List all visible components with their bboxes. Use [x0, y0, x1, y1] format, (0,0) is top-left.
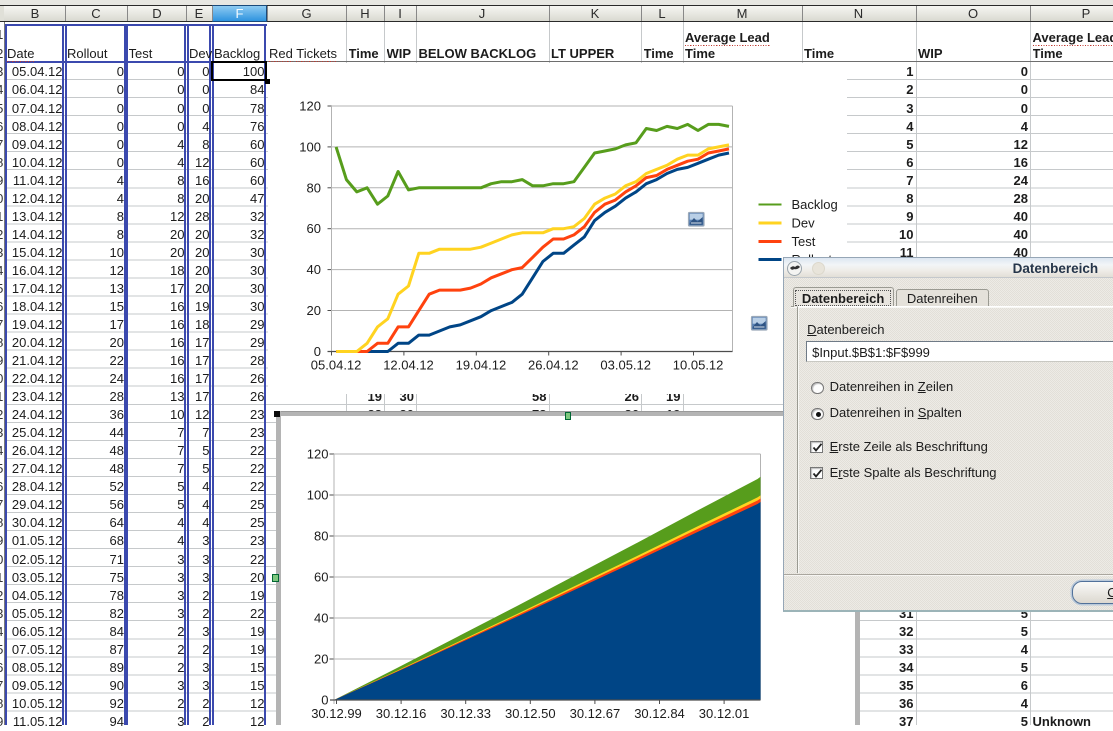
svg-text:30.12.50: 30.12.50 [504, 706, 555, 721]
svg-text:20: 20 [314, 651, 328, 666]
svg-text:100: 100 [306, 487, 328, 502]
svg-text:30.12.84: 30.12.84 [634, 706, 685, 721]
svg-text:40: 40 [306, 262, 320, 277]
svg-text:30.12.01: 30.12.01 [698, 706, 749, 721]
svg-text:120: 120 [306, 446, 328, 461]
svg-text:Backlog: Backlog [791, 197, 837, 212]
svg-text:Dev: Dev [791, 215, 815, 230]
svg-text:0: 0 [313, 344, 320, 359]
svg-text:30.12.99: 30.12.99 [311, 706, 362, 721]
svg-text:100: 100 [299, 139, 321, 154]
svg-text:30.12.16: 30.12.16 [375, 706, 426, 721]
svg-text:30.12.33: 30.12.33 [440, 706, 491, 721]
svg-text:60: 60 [314, 569, 328, 584]
svg-text:26.04.12: 26.04.12 [527, 357, 578, 372]
svg-text:30.12.67: 30.12.67 [569, 706, 620, 721]
svg-text:05.04.12: 05.04.12 [310, 357, 361, 372]
svg-text:80: 80 [314, 528, 328, 543]
svg-text:Test: Test [791, 234, 815, 249]
svg-text:20: 20 [306, 303, 320, 318]
svg-text:120: 120 [299, 98, 321, 113]
svg-text:80: 80 [306, 180, 320, 195]
svg-text:60: 60 [306, 221, 320, 236]
svg-text:0: 0 [321, 692, 328, 707]
svg-text:12.04.12: 12.04.12 [383, 357, 434, 372]
svg-text:10.05.12: 10.05.12 [672, 357, 723, 372]
svg-text:40: 40 [314, 610, 328, 625]
svg-text:03.05.12: 03.05.12 [600, 357, 651, 372]
svg-text:19.04.12: 19.04.12 [455, 357, 506, 372]
